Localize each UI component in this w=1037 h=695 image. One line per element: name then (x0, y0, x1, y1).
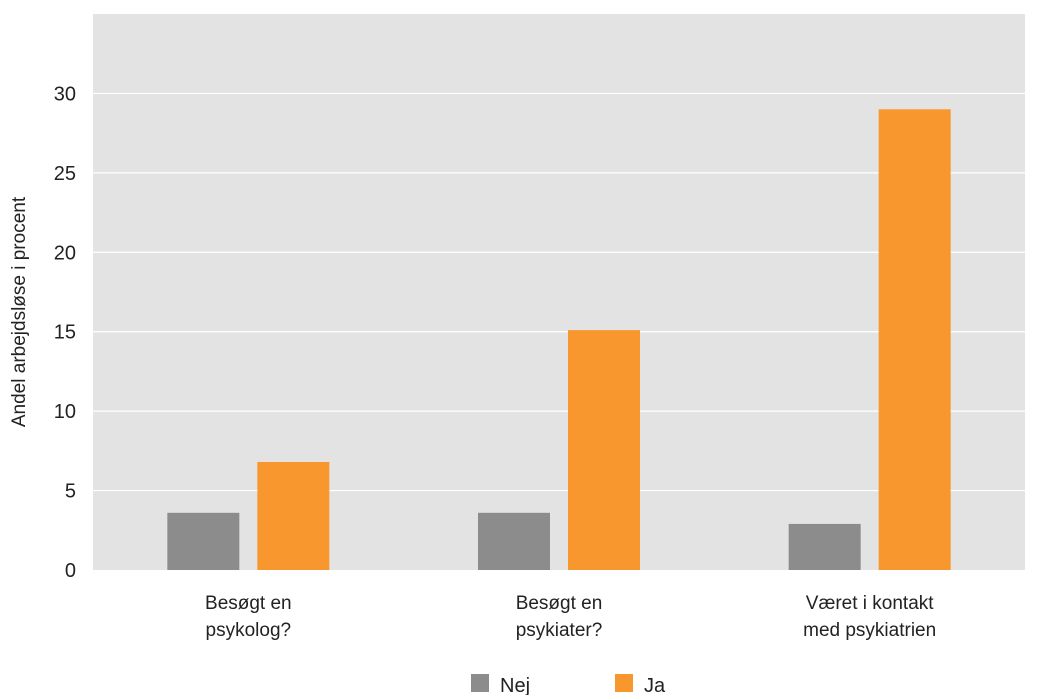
gridlines (93, 92, 1025, 492)
y-tick-label: 10 (54, 401, 76, 423)
bar-ja (568, 330, 640, 570)
y-axis-ticks: 0 5 10 15 20 25 30 (54, 83, 76, 582)
bar-ja (878, 109, 951, 571)
x-category-label: psykiater? (516, 620, 603, 641)
bar-nej (788, 523, 861, 570)
bar-ja (257, 461, 330, 570)
y-tick-label: 20 (54, 242, 76, 264)
y-axis-title: Andel arbejdsløse i procent (9, 196, 30, 427)
x-category-label: med psykiatrien (803, 620, 936, 641)
legend-label-nej: Nej (500, 675, 530, 695)
bar-nej (478, 512, 550, 570)
legend-swatch-nej (471, 674, 489, 692)
x-category-label: Været i kontakt (806, 593, 934, 614)
legend: Nej Ja (471, 674, 666, 695)
y-tick-label: 5 (65, 481, 76, 503)
bar-nej (167, 512, 240, 570)
x-category-label: Besøgt en (205, 593, 292, 614)
y-tick-label: 30 (54, 83, 76, 105)
x-category-label: psykolog? (206, 620, 292, 641)
legend-swatch-ja (615, 674, 633, 692)
plot-area (93, 14, 1025, 570)
x-category-label: Besøgt en (516, 593, 603, 614)
y-tick-label: 0 (65, 560, 76, 582)
y-tick-label: 25 (54, 163, 76, 185)
bars (167, 109, 951, 571)
legend-label-ja: Ja (644, 675, 666, 695)
x-axis-labels: Besøgt en psykolog? Besøgt en psykiater? Vær… (205, 593, 936, 641)
y-tick-label: 15 (54, 322, 76, 344)
